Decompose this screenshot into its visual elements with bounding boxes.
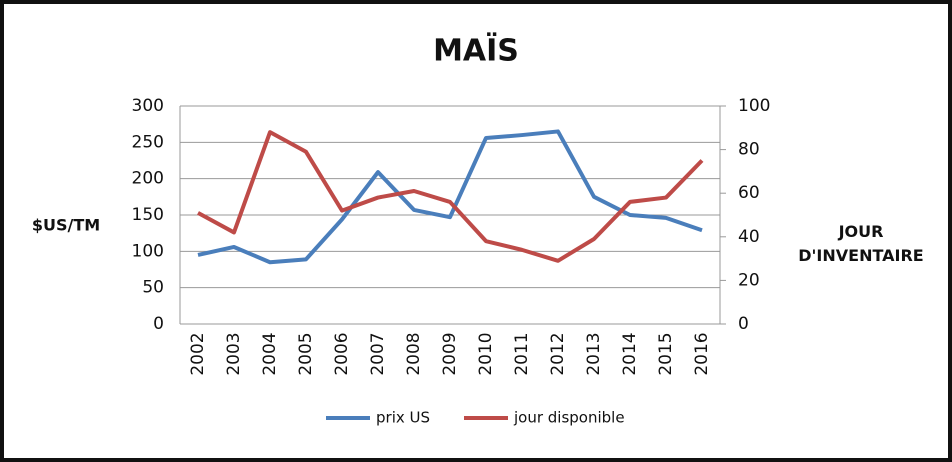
x-tick-label: 2011 (512, 332, 532, 375)
y-tick-label: 300 (132, 96, 164, 116)
x-tick-label: 2013 (584, 332, 604, 375)
y2-axis-label: JOUR D'INVENTAIRE (798, 222, 924, 265)
legend-label: jour disponible (513, 409, 625, 427)
y-tick-label: 150 (132, 205, 164, 225)
x-tick-label: 2003 (224, 332, 244, 375)
y2-tick-label: 40 (738, 227, 760, 247)
y2-tick-label: 80 (738, 140, 760, 160)
series-line (197, 130, 704, 263)
y2-tick-label: 20 (738, 270, 760, 290)
y-tick-label: 0 (153, 314, 164, 334)
x-tick-label: 2002 (188, 332, 208, 375)
x-tick-label: 2006 (332, 332, 352, 375)
legend-label: prix US (376, 409, 430, 427)
x-tick-label: 2014 (620, 332, 640, 375)
y2-tick-label: 60 (738, 183, 760, 203)
x-tick-label: 2015 (656, 332, 676, 375)
chart-title: MAÏS (433, 33, 519, 69)
y-axis-label: $US/TM (32, 216, 100, 235)
x-tick-label: 2007 (368, 332, 388, 375)
series-line (197, 129, 703, 265)
chart: MAÏS $US/TM 0 50 100 150 200 250 300 0 20 40 60 80 1… (32, 33, 771, 427)
y-tick-label: 100 (132, 241, 164, 261)
y-tick-label: 200 (132, 169, 164, 189)
x-tick-label: 2012 (548, 332, 568, 375)
x-tick-label: 2010 (476, 332, 496, 375)
y-tick-label: 50 (142, 278, 164, 298)
x-tick-label: 2016 (692, 332, 712, 375)
x-tick-label: 2005 (296, 332, 316, 375)
x-tick-label: 2004 (260, 332, 280, 375)
y2-tick-label: 0 (738, 314, 749, 334)
x-tick-label: 2008 (404, 332, 424, 375)
y2-tick-label: 100 (738, 96, 770, 116)
y-tick-label: 250 (132, 132, 164, 152)
x-tick-label: 2009 (440, 332, 460, 375)
